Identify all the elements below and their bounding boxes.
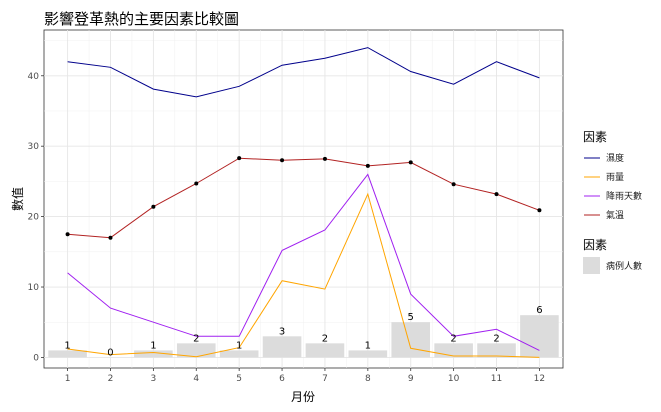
temperature-point bbox=[65, 232, 70, 237]
legend-label: 氣溫 bbox=[606, 209, 624, 221]
legend-label: 降雨天數 bbox=[606, 190, 642, 202]
case-count-label: 0 bbox=[107, 347, 113, 358]
case-count-label: 2 bbox=[322, 333, 328, 344]
case-count-label: 1 bbox=[236, 340, 242, 351]
x-tick-label: 6 bbox=[279, 374, 285, 384]
temperature-point bbox=[237, 156, 242, 161]
case-bar bbox=[48, 350, 87, 358]
temperature-point bbox=[280, 158, 285, 163]
series-line bbox=[67, 173, 540, 351]
legend-label: 病例人數 bbox=[606, 260, 642, 272]
y-axis-title: 數值 bbox=[10, 187, 25, 211]
case-bar bbox=[134, 350, 173, 358]
x-tick-label: 10 bbox=[448, 374, 460, 384]
case-count-label: 6 bbox=[536, 305, 542, 316]
case-count-bars bbox=[48, 315, 559, 358]
case-count-label: 3 bbox=[279, 326, 285, 337]
x-tick-label: 1 bbox=[65, 374, 71, 384]
series-line bbox=[67, 157, 540, 239]
case-bar bbox=[219, 350, 259, 358]
x-tick-label: 12 bbox=[534, 374, 545, 384]
temperature-point bbox=[108, 235, 113, 240]
x-tick-label: 4 bbox=[193, 374, 199, 384]
temperature-point bbox=[322, 156, 327, 161]
case-bar bbox=[176, 343, 216, 358]
series-line bbox=[67, 192, 540, 358]
temperature-point bbox=[537, 208, 542, 213]
case-count-label: 2 bbox=[450, 333, 456, 344]
case-count-label: 1 bbox=[150, 340, 156, 351]
case-count-label: 2 bbox=[193, 333, 199, 344]
case-count-labels: 1 0 1 2 1 3 2 1 5 2 2 6 bbox=[64, 305, 542, 358]
x-tick-label: 7 bbox=[322, 374, 328, 384]
temperature-point bbox=[151, 204, 156, 209]
line-legend-title: 因素 bbox=[583, 130, 607, 144]
temperature-points bbox=[65, 156, 542, 240]
legend-label: 濕度 bbox=[606, 152, 624, 164]
case-bar bbox=[477, 343, 516, 358]
x-tick-label: 9 bbox=[408, 374, 414, 384]
chart-title: 影響登革熱的主要因素比較圖 bbox=[44, 10, 239, 28]
x-tick-label: 3 bbox=[151, 374, 157, 384]
x-tick-label: 11 bbox=[491, 374, 502, 384]
y-tick-label: 0 bbox=[33, 353, 39, 363]
y-tick-label: 30 bbox=[28, 142, 40, 152]
grid-lines bbox=[44, 30, 563, 368]
legend-key-bar bbox=[583, 257, 600, 274]
x-tick-label: 8 bbox=[365, 374, 371, 384]
y-tick-label: 10 bbox=[28, 283, 40, 293]
case-bar bbox=[520, 315, 559, 358]
x-axis-title: 月份 bbox=[291, 390, 315, 404]
case-count-label: 2 bbox=[493, 333, 499, 344]
temperature-point bbox=[194, 181, 199, 186]
series-lines bbox=[67, 47, 540, 358]
bar-legend-title: 因素 bbox=[583, 238, 607, 252]
temperature-point bbox=[494, 192, 499, 197]
series-line bbox=[67, 47, 540, 98]
legend-label: 雨量 bbox=[606, 172, 624, 183]
y-tick-label: 20 bbox=[28, 213, 40, 223]
case-bar bbox=[262, 336, 302, 358]
case-bar bbox=[305, 343, 345, 358]
case-count-label: 1 bbox=[64, 340, 70, 351]
x-tick-label: 2 bbox=[108, 374, 114, 384]
case-count-label: 1 bbox=[365, 340, 371, 351]
temperature-point bbox=[408, 160, 413, 165]
temperature-point bbox=[451, 182, 456, 187]
y-tick-label: 40 bbox=[28, 72, 40, 82]
case-bar bbox=[434, 343, 473, 358]
case-bar bbox=[391, 322, 431, 358]
x-tick-label: 5 bbox=[236, 374, 242, 384]
case-count-label: 5 bbox=[408, 312, 414, 323]
temperature-point bbox=[365, 163, 370, 168]
case-bar bbox=[348, 350, 388, 358]
